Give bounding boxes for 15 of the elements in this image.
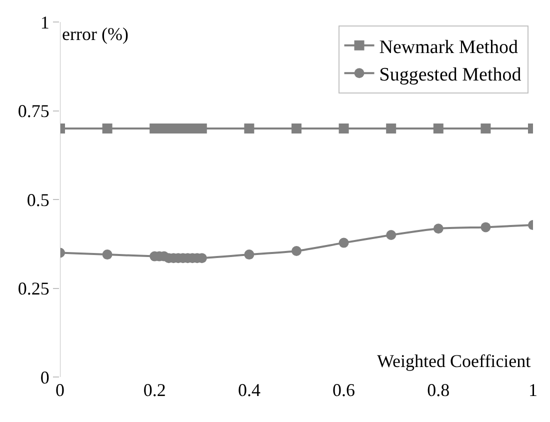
x-tick-label: 0.6	[332, 380, 356, 400]
y-tick-label: 0.5	[26, 190, 50, 210]
x-tick-label: 0.8	[427, 380, 450, 400]
y-axis-title: error (%)	[62, 24, 128, 44]
legend-label: Newmark Method	[379, 36, 519, 58]
y-tick-label: 0.25	[18, 278, 50, 299]
legend-label: Suggested Method	[379, 64, 522, 86]
x-tick-label: 1	[528, 380, 538, 400]
y-tick-label: 0	[40, 367, 50, 388]
x-tick-label: 0.2	[143, 380, 166, 400]
x-tick-label: 0	[56, 380, 64, 400]
y-tick-label: 0.75	[18, 101, 50, 122]
x-axis-title: Weighted Coefficient	[377, 351, 531, 371]
y-tick-label: 1	[40, 12, 50, 32]
x-tick-label: 0.4	[238, 380, 260, 400]
